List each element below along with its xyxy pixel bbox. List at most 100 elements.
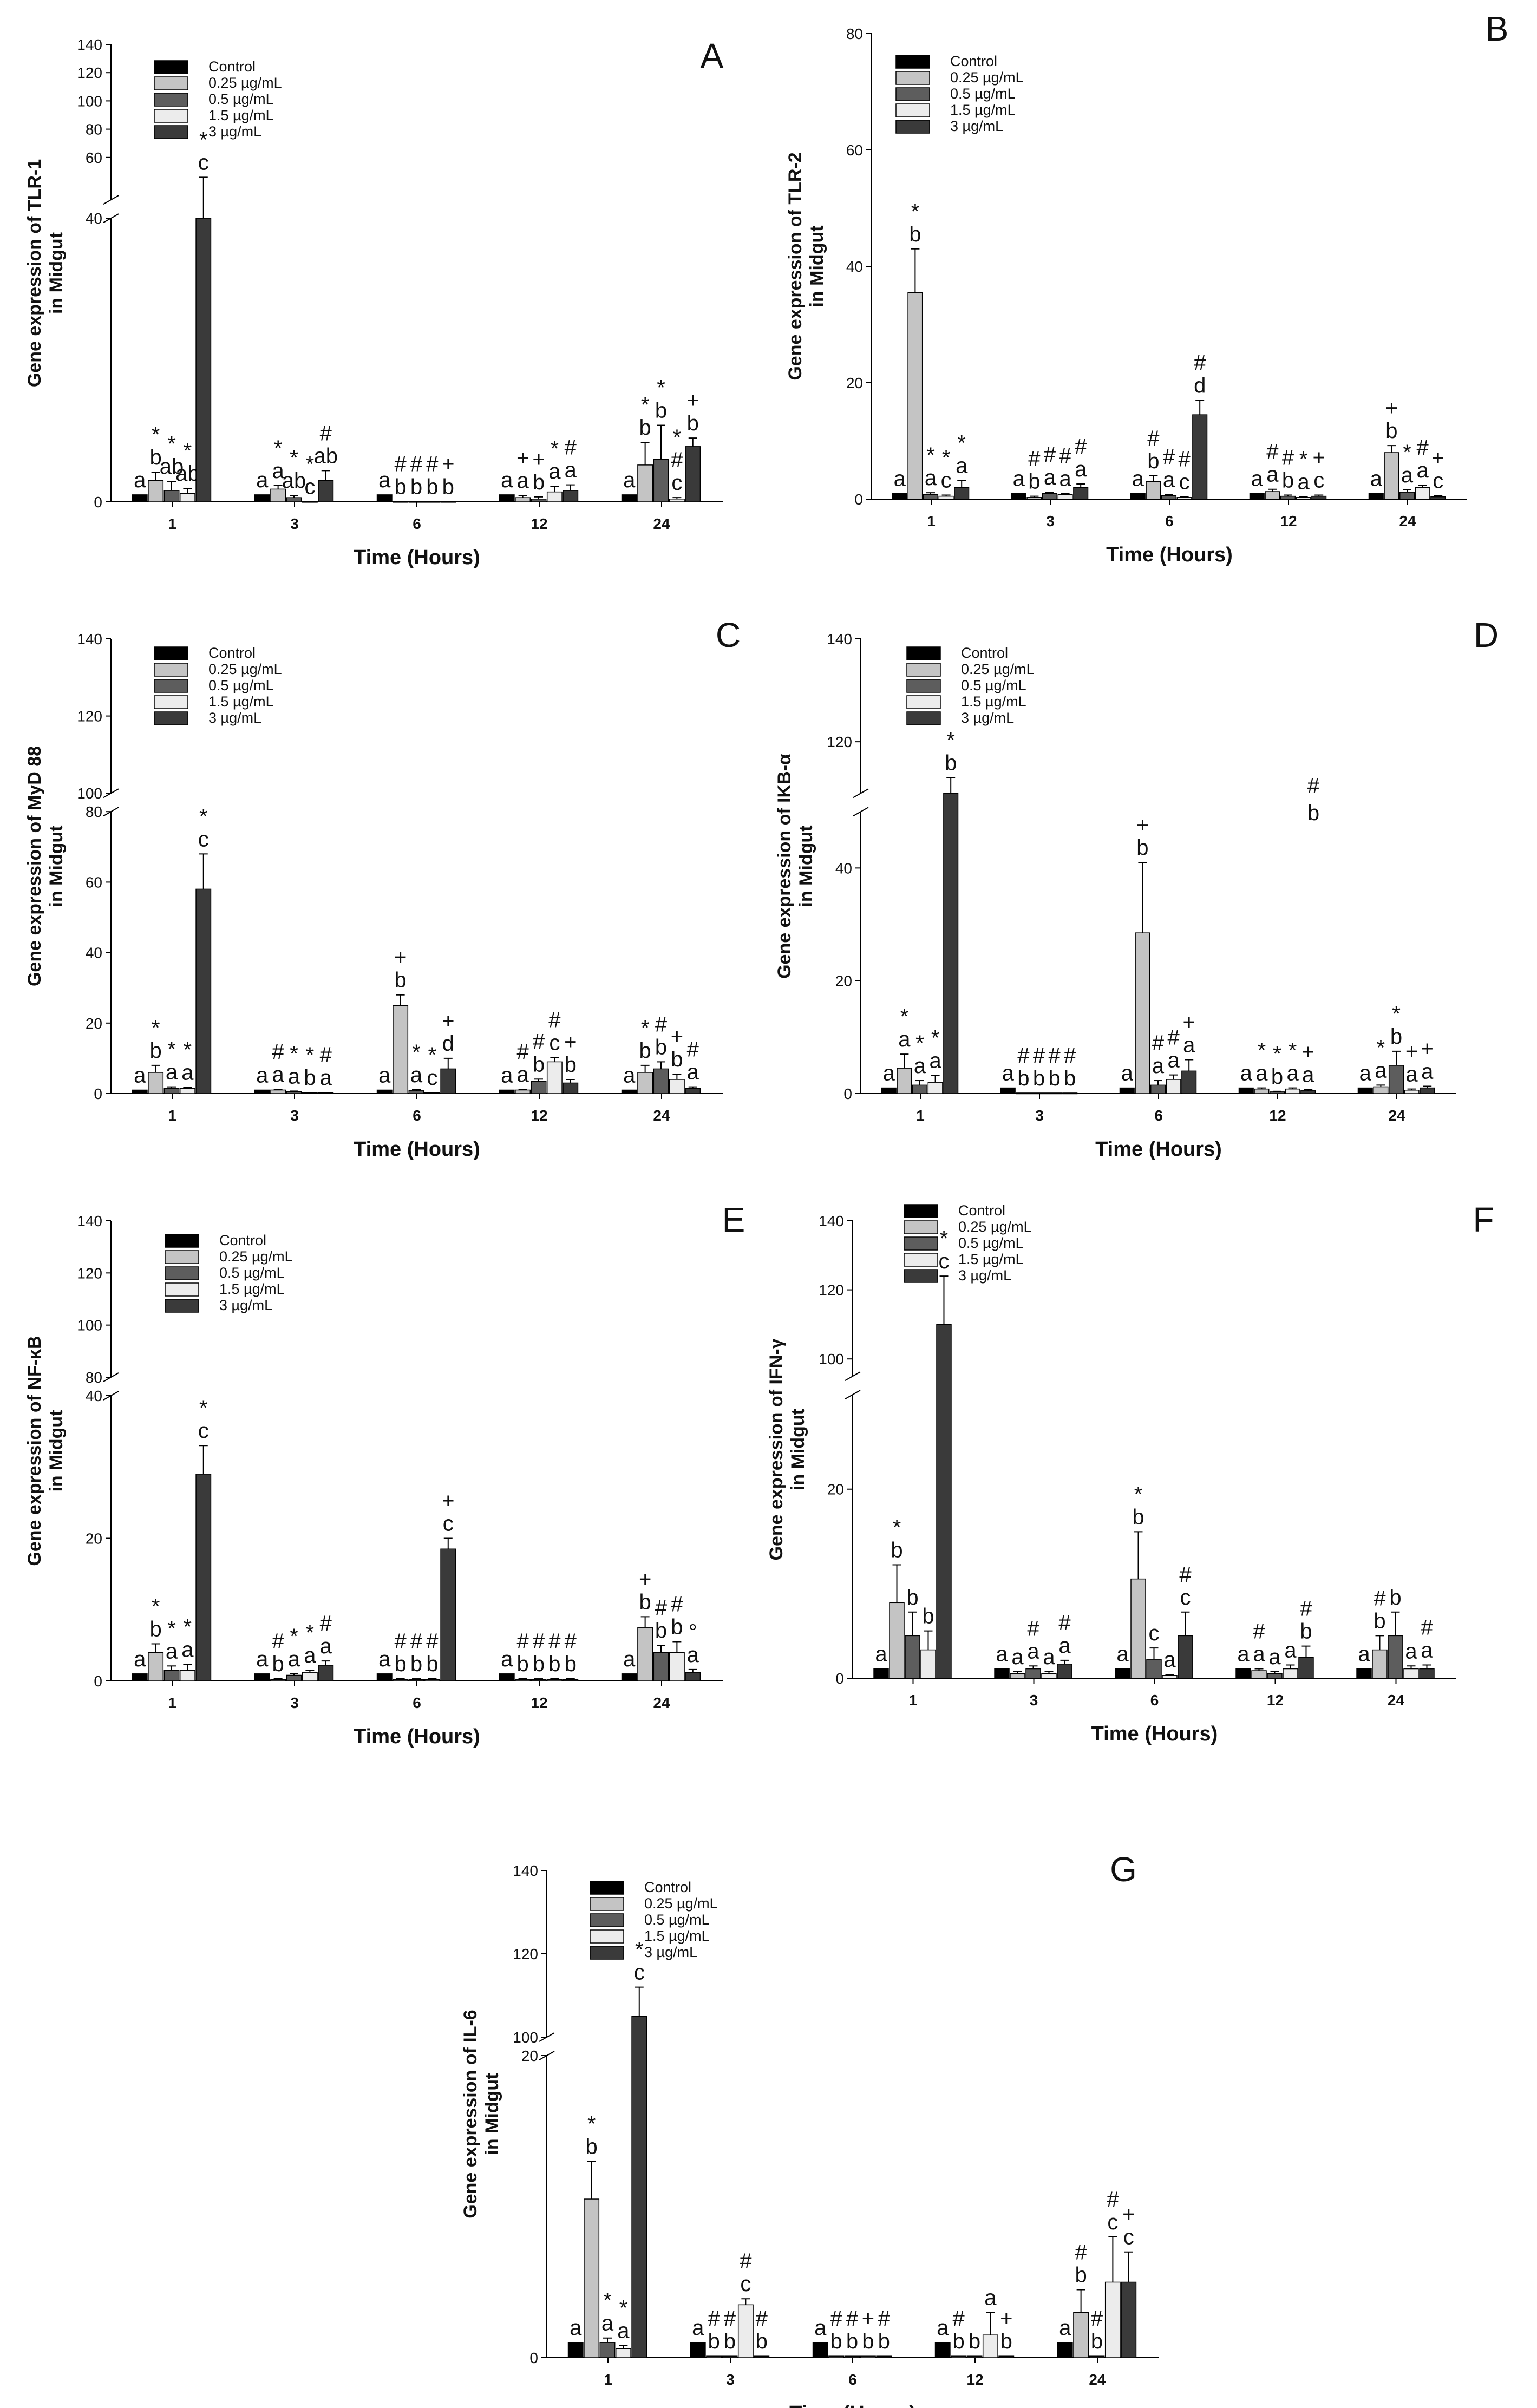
bar [1104, 2281, 1121, 2358]
significance-label: # [1058, 1611, 1071, 1635]
legend-swatch [154, 711, 188, 725]
legend-swatch [904, 1204, 938, 1218]
significance-label: a [320, 1634, 332, 1658]
legend-swatch [165, 1250, 199, 1264]
significance-label: a [1043, 1645, 1055, 1669]
y-tick-label: 20 [86, 1530, 102, 1547]
bar [943, 793, 959, 1094]
significance-label: c [938, 1249, 949, 1273]
bar [1062, 1092, 1078, 1095]
y-axis-title-line2: in Midgut [482, 2073, 502, 2155]
legend-label: 1.5 µg/mL [644, 1928, 710, 1944]
y-tick-label: 140 [77, 1213, 102, 1229]
significance-label: c [1433, 469, 1443, 493]
y-axis-title-line2: in Midgut [796, 825, 816, 907]
legend-swatch [165, 1282, 199, 1297]
bar [376, 1089, 393, 1094]
significance-label: b [687, 411, 699, 435]
significance-label: # [740, 2249, 752, 2273]
significance-label: a [548, 460, 561, 483]
significance-label: + [639, 1567, 651, 1591]
significance-label: c [740, 2272, 751, 2296]
bar [1280, 495, 1296, 500]
bar [1135, 932, 1150, 1094]
legend-swatch [154, 663, 188, 677]
significance-label: a [1163, 468, 1175, 492]
y-tick-label: 0 [843, 1085, 852, 1102]
significance-label: a [378, 468, 391, 492]
y-axis-title: Gene expression of NF-κBin Midgut [24, 1336, 67, 1566]
significance-label: a [570, 2316, 582, 2340]
significance-label: b [639, 1590, 651, 1614]
legend-swatch [165, 1299, 199, 1313]
bar [393, 1005, 409, 1094]
significance-label: # [655, 1596, 668, 1620]
legend-swatch [904, 1236, 938, 1251]
legend-label: 3 µg/mL [644, 1944, 697, 1960]
significance-label: a [1359, 1062, 1372, 1085]
significance-label: a [134, 1647, 146, 1671]
bar [1419, 1668, 1435, 1679]
significance-label: # [1167, 1026, 1180, 1050]
bar [1420, 1087, 1435, 1094]
bar [1399, 492, 1415, 500]
significance-label: b [878, 2330, 890, 2353]
significance-label: d [442, 1032, 454, 1056]
significance-label: # [671, 448, 683, 472]
bar [195, 888, 212, 1094]
significance-label: b [585, 2135, 597, 2158]
significance-label: b [533, 1052, 545, 1076]
significance-label: c [1107, 2210, 1118, 2234]
x-tick-label: 3 [1035, 1107, 1044, 1124]
significance-label: # [671, 1593, 683, 1617]
bar [1057, 1664, 1072, 1679]
significance-label: * [587, 2112, 596, 2136]
bar [270, 1679, 286, 1681]
significance-label: # [1163, 445, 1175, 469]
significance-label: * [1299, 448, 1308, 472]
bar [1238, 1087, 1254, 1094]
y-tick-label: 120 [77, 1265, 102, 1281]
x-tick-label: 24 [653, 1107, 670, 1124]
significance-label: # [1416, 436, 1429, 460]
bar [1415, 487, 1430, 500]
significance-label: a [996, 1643, 1008, 1666]
significance-label: a [623, 1063, 636, 1087]
bar [1404, 1090, 1420, 1094]
bar [881, 1087, 897, 1094]
significance-label: # [516, 1040, 529, 1064]
significance-label: # [1028, 447, 1041, 471]
significance-label: # [1374, 1586, 1386, 1610]
significance-label: a [1251, 467, 1264, 490]
bar [1150, 1084, 1166, 1094]
significance-label: * [1134, 1482, 1143, 1506]
significance-label: # [1266, 440, 1279, 464]
legend-swatch [154, 695, 188, 709]
legend-label: 0.5 µg/mL [644, 1912, 710, 1928]
significance-label: + [394, 946, 407, 970]
bar [1073, 487, 1089, 500]
significance-label: a [1405, 1639, 1417, 1663]
bar [163, 1670, 180, 1681]
significance-label: a [1167, 1049, 1180, 1072]
legend-label: Control [644, 1879, 691, 1895]
significance-label: a [272, 1063, 284, 1087]
bar [934, 2342, 951, 2358]
legend-swatch [906, 695, 941, 709]
bar [499, 1089, 515, 1094]
bar [499, 494, 515, 502]
axis-break-mark [853, 807, 869, 817]
bar [1384, 452, 1399, 500]
legend-label: Control [950, 53, 997, 69]
y-axis-title-line1: Gene expression of MyD 88 [24, 746, 45, 986]
legend-swatch [154, 679, 188, 693]
significance-label: a [134, 468, 146, 492]
significance-label: a [1255, 1062, 1268, 1085]
y-axis-title: Gene expression of TLR-2in Midgut [785, 152, 827, 380]
significance-label: a [687, 1061, 699, 1084]
y-axis-title: Gene expression of IFN-γin Midgut [766, 1338, 808, 1560]
significance-label: * [957, 431, 966, 455]
axis-break-mark [845, 1390, 861, 1399]
significance-label: a [914, 1054, 926, 1078]
y-tick-label: 100 [77, 785, 102, 802]
